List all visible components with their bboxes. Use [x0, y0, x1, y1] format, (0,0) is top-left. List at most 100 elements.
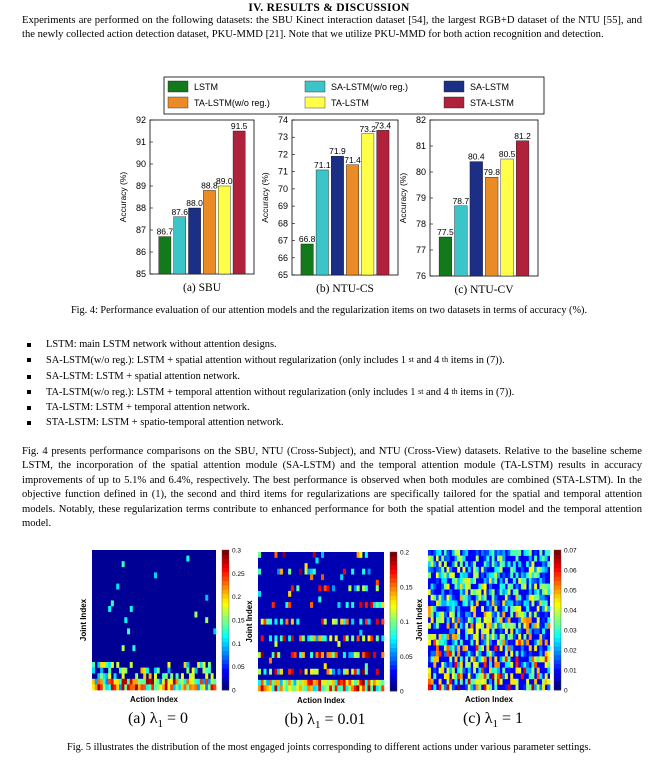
- bar-value-label: 71.9: [329, 146, 346, 156]
- heatmap-cell: [92, 662, 95, 668]
- heatmap-cell: [207, 662, 211, 668]
- heatmap-cell: [547, 650, 551, 657]
- heatmap-cell: [428, 550, 431, 556]
- heatmap-cell: [457, 673, 461, 680]
- bar-value-label: 78.7: [453, 196, 470, 206]
- heatmap-cell: [178, 678, 182, 685]
- heatmap-cell: [465, 600, 469, 607]
- heatmap-cell: [274, 618, 278, 625]
- heatmap-cell: [449, 572, 453, 579]
- heatmap-cell: [446, 673, 450, 680]
- heatmap-cell: [536, 667, 540, 674]
- heatmap-cell: [140, 667, 144, 674]
- heatmap-cell: [496, 662, 500, 668]
- heatmap-cell: [263, 685, 267, 692]
- heatmap-cell: [321, 574, 325, 581]
- heatmap-cell: [539, 645, 543, 652]
- heatmap-cell: [457, 628, 461, 635]
- heatmap-cell: [154, 678, 157, 685]
- heatmap-cell: [170, 678, 174, 685]
- heatmap-cell: [481, 667, 484, 674]
- bar-value-label: 88.8: [201, 180, 218, 190]
- heatmap-cell: [191, 678, 195, 685]
- colorbar-segment: [390, 604, 397, 609]
- heatmap-cell: [457, 583, 461, 590]
- heatmap-cell: [359, 685, 363, 692]
- heatmap-cell: [454, 561, 458, 568]
- heatmap-cell: [547, 583, 551, 590]
- colorbar-segment: [554, 567, 561, 573]
- colorbar-frame: [221, 549, 230, 691]
- colorbar-tick-label: 0.05: [232, 664, 245, 671]
- heatmap-cell: [274, 635, 278, 642]
- heatmap-cell: [494, 645, 498, 652]
- heatmap-cell: [337, 602, 341, 608]
- heatmap-cell: [534, 662, 538, 668]
- heatmap-cell: [364, 679, 368, 686]
- heatmap-cell: [523, 667, 527, 674]
- heatmap-cell: [446, 583, 450, 590]
- colorbar-segment: [222, 681, 229, 687]
- legend-label: LSTM: [194, 82, 218, 92]
- colorbar-segment: [390, 638, 397, 644]
- heatmap-cell: [315, 685, 319, 692]
- bar: [516, 140, 530, 277]
- colorbar-segment: [222, 668, 229, 673]
- heatmap-cell: [547, 662, 551, 668]
- heatmap-cell: [502, 611, 506, 618]
- heatmap-cell: [507, 656, 511, 663]
- heatmap-cell: [473, 667, 477, 674]
- legend-label: SA-LSTM(w/o reg.): [331, 82, 408, 92]
- heatmap-cell: [515, 684, 519, 691]
- heatmap-cell: [172, 684, 176, 691]
- heatmap-cell: [202, 667, 206, 674]
- colorbar-segment: [554, 659, 561, 665]
- colorbar-segment: [390, 591, 397, 596]
- heatmap-cell: [430, 634, 434, 640]
- heatmap-cell: [446, 667, 450, 674]
- heatmap-cell: [451, 617, 455, 624]
- colorbar-segment: [554, 598, 561, 603]
- bar-value-label: 86.7: [157, 227, 174, 237]
- chart-title: (a) SBU: [183, 282, 222, 294]
- heatmap-cell: [473, 572, 477, 579]
- heatmap-cell: [491, 673, 495, 680]
- heatmap-cell: [496, 678, 500, 685]
- heatmap-cell: [465, 589, 469, 596]
- heatmap-cell: [446, 678, 450, 685]
- heatmap-cell: [129, 606, 133, 612]
- bar: [217, 185, 231, 275]
- heatmap-cell: [124, 684, 128, 691]
- heatmap-cell: [170, 684, 174, 691]
- colorbar-segment: [222, 672, 229, 678]
- heatmap-cell: [494, 678, 498, 685]
- heatmap-cell: [489, 662, 492, 668]
- heatmap-cell: [172, 678, 176, 685]
- heatmap-cell: [443, 561, 447, 568]
- heatmap-cell: [475, 645, 479, 652]
- heatmap-cell: [459, 667, 463, 674]
- legend-box: [163, 76, 545, 115]
- heatmap-cell: [362, 679, 366, 686]
- heatmap-cell: [430, 611, 434, 618]
- heatmap-cell: [428, 656, 431, 663]
- heatmap-cell: [451, 650, 455, 657]
- colorbar-tick-label: 0.25: [232, 571, 245, 578]
- heatmap-cell: [504, 622, 508, 629]
- legend-label: TA-LSTM(w/o reg.): [194, 98, 270, 108]
- heatmap-cell: [310, 635, 314, 642]
- heatmap-cell: [515, 594, 519, 601]
- heatmap-cell: [312, 568, 316, 575]
- heatmap-cell: [539, 673, 543, 680]
- bar: [315, 169, 329, 276]
- heatmap-cell: [539, 555, 543, 562]
- heatmap-cell: [375, 602, 379, 608]
- heatmap-cell: [266, 679, 270, 686]
- heatmap-cell: [465, 561, 469, 568]
- heatmap-cell: [531, 684, 535, 691]
- discussion-paragraph: Fig. 4 presents performance comparisons …: [22, 446, 642, 530]
- colorbar-segment: [554, 589, 561, 595]
- heatmap-cell: [475, 617, 479, 624]
- heatmap-cell: [494, 566, 498, 573]
- heatmap-cell: [536, 600, 540, 607]
